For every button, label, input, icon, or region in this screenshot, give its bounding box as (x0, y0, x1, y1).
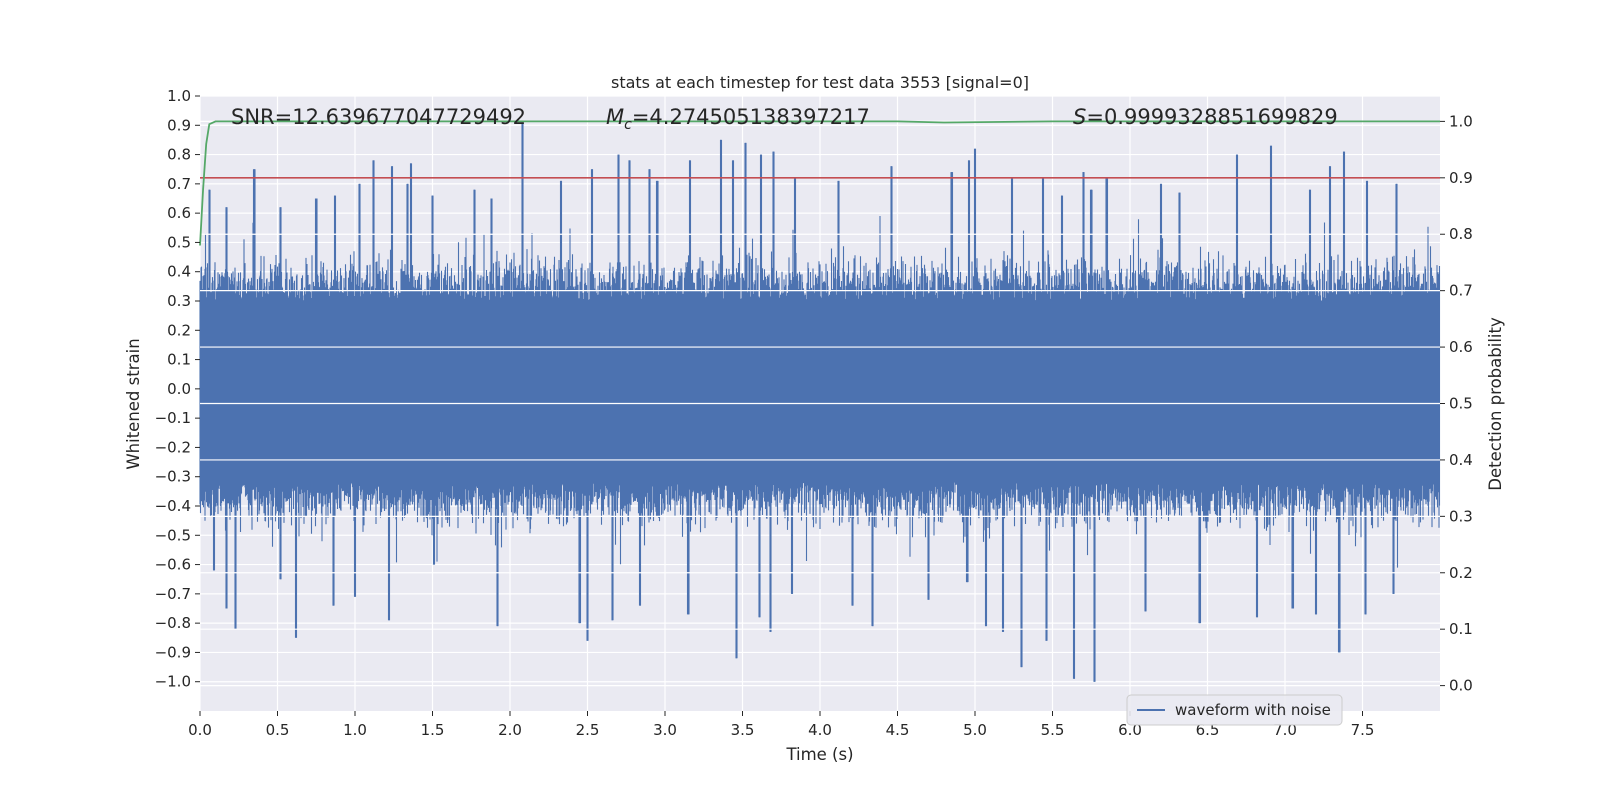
x-tick-label: 2.0 (498, 721, 522, 739)
mc-value: =4.274505138397217 (632, 105, 870, 129)
left-axis-ticks: 1.0 0.9 0.8 0.7 0.6 0.5 0.4 0.3 0.2 0.1 0.0 −0.1 −0.… (155, 87, 200, 691)
y2-tick-label: 0.0 (1449, 677, 1473, 695)
y-tick-label: −0.1 (155, 409, 191, 427)
y-tick-label: 0.1 (167, 351, 191, 369)
x-axis-label: Time (s) (785, 745, 853, 764)
x-tick-label: 4.0 (808, 721, 832, 739)
x-tick-label: 3.5 (731, 721, 755, 739)
y-tick-label: −0.9 (155, 643, 191, 661)
legend-label-waveform: waveform with noise (1175, 701, 1331, 719)
y-tick-label: 0.7 (167, 175, 191, 193)
y-tick-label: −1.0 (155, 673, 191, 691)
y-tick-label: 0.4 (167, 263, 191, 281)
right-axis-lines (199, 120, 1440, 687)
y-tick-label: 0.0 (167, 380, 191, 398)
x-tick-label: 2.5 (576, 721, 600, 739)
right-axis-ticks: 1.0 0.9 0.8 0.7 0.6 0.5 0.4 0.3 0.2 0.1 0.0 (1440, 112, 1473, 695)
legend-box (1126, 694, 1343, 726)
waveform-line (199, 122, 1441, 682)
x-tick-label: 3.0 (653, 721, 677, 739)
y-tick-label: 0.5 (167, 233, 191, 251)
y2-tick-label: 0.6 (1449, 338, 1473, 356)
detection-probability-line (199, 120, 1440, 246)
y-tick-label: 0.2 (167, 321, 191, 339)
x-tick-label: 0.5 (266, 721, 290, 739)
x-tick-label: 1.0 (343, 721, 367, 739)
y-tick-label: 0.6 (167, 204, 191, 222)
y2-tick-label: 1.0 (1449, 112, 1473, 130)
y-tick-label: −0.8 (155, 614, 191, 632)
waveform-series (199, 122, 1441, 682)
x-tick-label: 4.5 (886, 721, 910, 739)
y2-tick-label: 0.7 (1449, 282, 1473, 300)
y-tick-label: −0.4 (155, 497, 191, 515)
s-symbol: S (1073, 105, 1086, 129)
y2-tick-label: 0.4 (1449, 451, 1473, 469)
x-tick-label: 5.5 (1041, 721, 1065, 739)
y-tick-label: −0.6 (155, 556, 191, 574)
y-tick-label: −0.7 (155, 585, 191, 603)
x-tick-label: 0.0 (188, 721, 212, 739)
mc-annotation: Mc=4.274505138397217 (606, 105, 870, 133)
y2-tick-label: 0.3 (1449, 507, 1473, 525)
x-tick-label: 7.5 (1351, 721, 1375, 739)
y-axis-label: Whitened strain (124, 338, 143, 469)
y2-axis-label: Detection probability (1486, 317, 1505, 491)
y-tick-label: −0.2 (155, 438, 191, 456)
snr-annotation: SNR=12.639677047729492 (231, 105, 526, 129)
s-annotation: S=0.9999328851699829 (1073, 105, 1338, 129)
y-tick-label: −0.5 (155, 526, 191, 544)
y-tick-label: 0.3 (167, 292, 191, 310)
y-tick-label: −0.3 (155, 468, 191, 486)
x-tick-label: 5.0 (963, 721, 987, 739)
y2-tick-label: 0.2 (1449, 564, 1473, 582)
mc-subscript: c (624, 117, 632, 133)
y2-tick-label: 0.5 (1449, 395, 1473, 413)
y2-tick-label: 0.9 (1449, 169, 1473, 187)
y2-tick-label: 0.8 (1449, 225, 1473, 243)
y2-tick-label: 0.1 (1449, 620, 1473, 638)
x-tick-label: 1.5 (421, 721, 445, 739)
y-tick-label: 0.9 (167, 116, 191, 134)
legend: waveform with noise (1126, 694, 1343, 726)
chart-title: stats at each timestep for test data 355… (611, 73, 1029, 92)
mc-symbol: M (606, 105, 624, 129)
y-tick-label: 0.8 (167, 146, 191, 164)
y-tick-label: 1.0 (167, 87, 191, 105)
s-value: =0.9999328851699829 (1086, 105, 1337, 129)
